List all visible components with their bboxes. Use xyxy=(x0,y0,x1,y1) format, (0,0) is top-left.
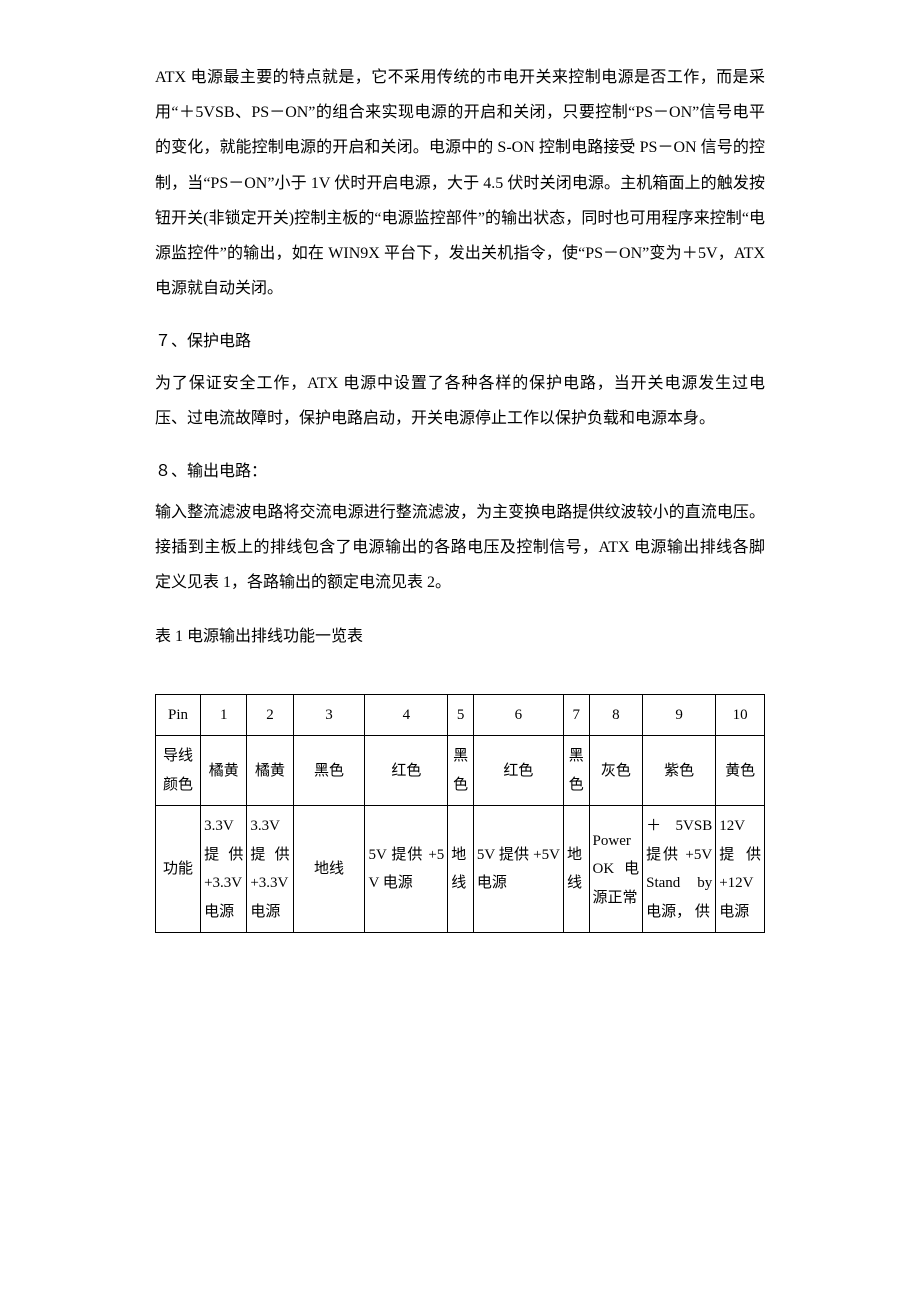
paragraph-protection: 为了保证安全工作，ATX 电源中设置了各种各样的保护电路，当开关电源发生过电压、… xyxy=(155,366,765,436)
cell-pin: 3 xyxy=(293,694,365,736)
cell-color: 紫色 xyxy=(643,736,716,806)
cell-function: Power OK 电源正常 xyxy=(589,806,643,933)
table-1-caption: 表 1 电源输出排线功能一览表 xyxy=(155,619,765,654)
cell-function: ＋5VSB 提供 +5V Stand by 电源， 供 xyxy=(643,806,716,933)
cell-function: 5V 提供 +5V 电源 xyxy=(365,806,448,933)
page: ATX 电源最主要的特点就是，它不采用传统的市电开关来控制电源是否工作，而是采用… xyxy=(0,0,920,1302)
paragraph-atx-intro: ATX 电源最主要的特点就是，它不采用传统的市电开关来控制电源是否工作，而是采用… xyxy=(155,60,765,306)
cell-function: 5V 提供 +5V 电源 xyxy=(473,806,563,933)
cell-pin: 6 xyxy=(473,694,563,736)
cell-pin: 10 xyxy=(716,694,765,736)
cell-pin: 8 xyxy=(589,694,643,736)
cell-pin: 9 xyxy=(643,694,716,736)
row-header-pin: Pin xyxy=(156,694,201,736)
cell-pin: 4 xyxy=(365,694,448,736)
table-1-pinout: Pin 1 2 3 4 5 6 7 8 9 10 导线颜色 橘黄 橘黄 黑色 红… xyxy=(155,694,765,934)
paragraph-output: 输入整流滤波电路将交流电源进行整流滤波，为主变换电路提供纹波较小的直流电压。接插… xyxy=(155,495,765,601)
cell-color: 黑色 xyxy=(293,736,365,806)
heading-section-8: ８、输出电路： xyxy=(155,454,765,489)
cell-color: 黑色 xyxy=(563,736,589,806)
table-row: Pin 1 2 3 4 5 6 7 8 9 10 xyxy=(156,694,765,736)
cell-color: 黑色 xyxy=(448,736,474,806)
cell-function: 12V 提供 +12V 电源 xyxy=(716,806,765,933)
cell-color: 橘黄 xyxy=(247,736,293,806)
cell-pin: 1 xyxy=(201,694,247,736)
table-row: 导线颜色 橘黄 橘黄 黑色 红色 黑色 红色 黑色 灰色 紫色 黄色 xyxy=(156,736,765,806)
cell-pin: 7 xyxy=(563,694,589,736)
heading-section-7: ７、保护电路 xyxy=(155,324,765,359)
cell-pin: 5 xyxy=(448,694,474,736)
cell-function: 3.3V 提供 +3.3V 电源 xyxy=(247,806,293,933)
cell-function: 地线 xyxy=(448,806,474,933)
cell-color: 红色 xyxy=(365,736,448,806)
row-header-function: 功能 xyxy=(156,806,201,933)
cell-color: 橘黄 xyxy=(201,736,247,806)
cell-pin: 2 xyxy=(247,694,293,736)
cell-function: 地线 xyxy=(293,806,365,933)
table-row: 功能 3.3V 提供 +3.3V 电源 3.3V 提供 +3.3V 电源 地线 … xyxy=(156,806,765,933)
cell-color: 灰色 xyxy=(589,736,643,806)
row-header-color: 导线颜色 xyxy=(156,736,201,806)
cell-color: 红色 xyxy=(473,736,563,806)
cell-function: 3.3V 提供 +3.3V 电源 xyxy=(201,806,247,933)
cell-color: 黄色 xyxy=(716,736,765,806)
cell-function: 地线 xyxy=(563,806,589,933)
